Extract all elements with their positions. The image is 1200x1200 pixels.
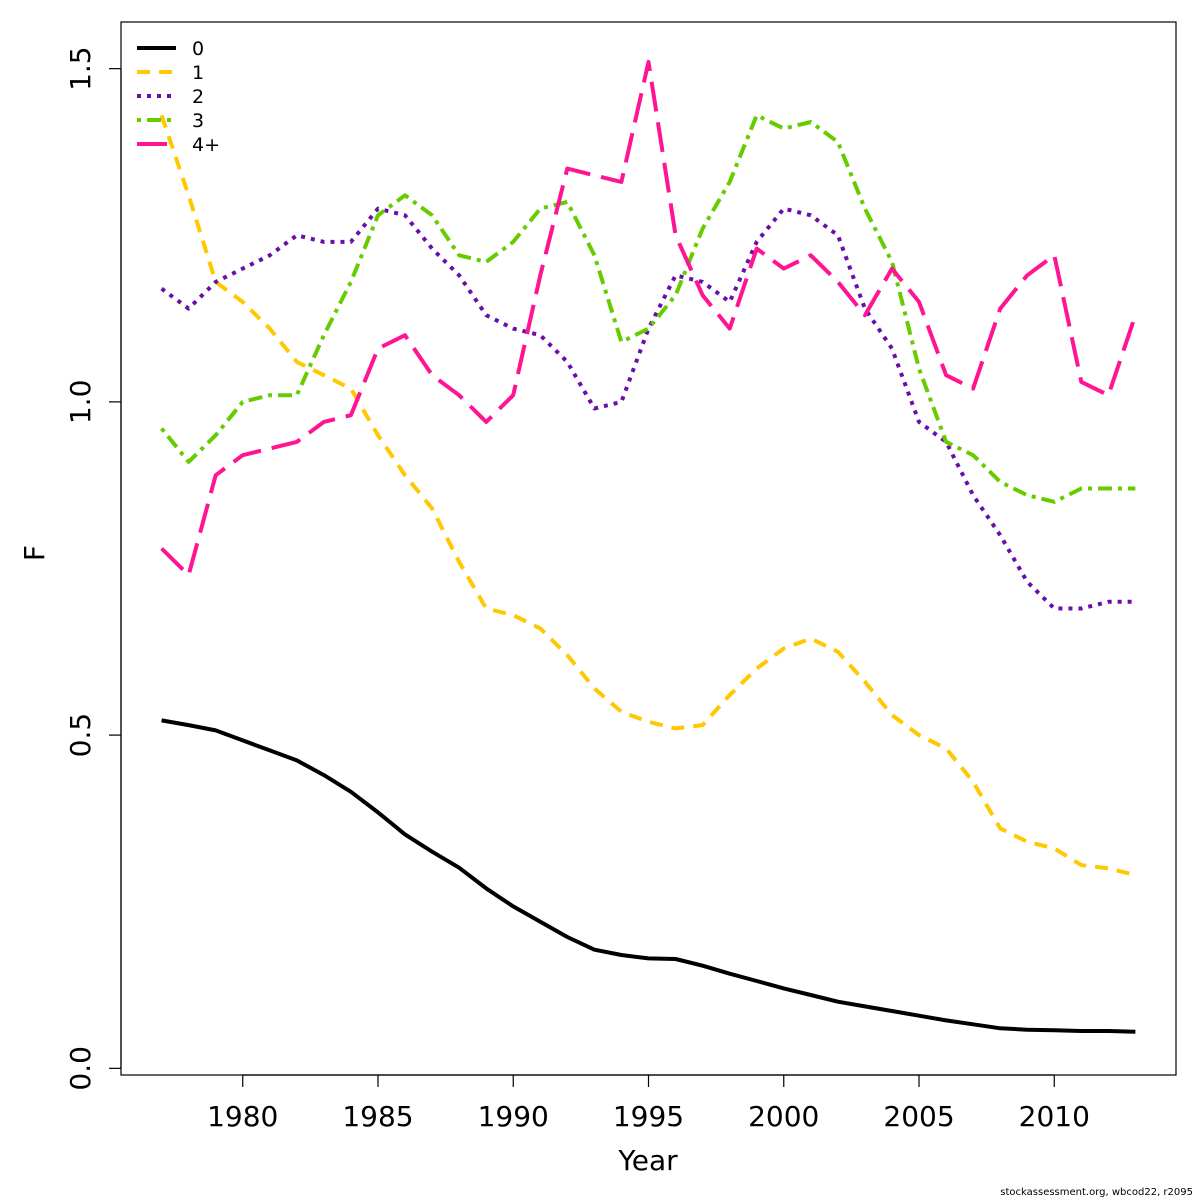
legend-label-0: 0 bbox=[192, 38, 204, 60]
y-axis-title: F bbox=[18, 545, 51, 561]
legend-label-2: 2 bbox=[192, 86, 204, 108]
y-axis: 0.0 0.5 1.0 1.5 bbox=[64, 46, 122, 1091]
x-axis: 1980 1985 1990 1995 2000 2005 2010 bbox=[207, 1074, 1090, 1133]
y-tick-label: 1.5 bbox=[64, 46, 97, 91]
credit-text: stockassessment.org, wbcod22, r2095 bbox=[1000, 1187, 1193, 1198]
x-tick-label: 1990 bbox=[478, 1100, 549, 1133]
x-tick-label: 2005 bbox=[883, 1100, 954, 1133]
legend-label-3: 3 bbox=[192, 110, 204, 132]
series-line-1 bbox=[159, 114, 1136, 878]
series-layer bbox=[159, 60, 1138, 1034]
x-tick-label: 2000 bbox=[748, 1100, 819, 1133]
x-tick-label: 1995 bbox=[613, 1100, 684, 1133]
y-tick-label: 0.5 bbox=[64, 713, 97, 758]
series-line-4plus bbox=[160, 60, 1138, 578]
series-line-2 bbox=[160, 206, 1136, 611]
x-tick-label: 2010 bbox=[1019, 1100, 1090, 1133]
y-tick-label: 1.0 bbox=[64, 380, 97, 425]
series-line-3 bbox=[160, 113, 1136, 504]
y-tick-label: 0.0 bbox=[64, 1046, 97, 1091]
plot-frame bbox=[120, 21, 1177, 1076]
x-tick-label: 1980 bbox=[207, 1100, 278, 1133]
legend-label-1: 1 bbox=[192, 62, 204, 84]
x-axis-title: Year bbox=[617, 1144, 678, 1177]
x-tick-label: 1985 bbox=[342, 1100, 413, 1133]
series-line-0 bbox=[161, 718, 1136, 1034]
legend-label-4plus: 4+ bbox=[192, 134, 220, 156]
